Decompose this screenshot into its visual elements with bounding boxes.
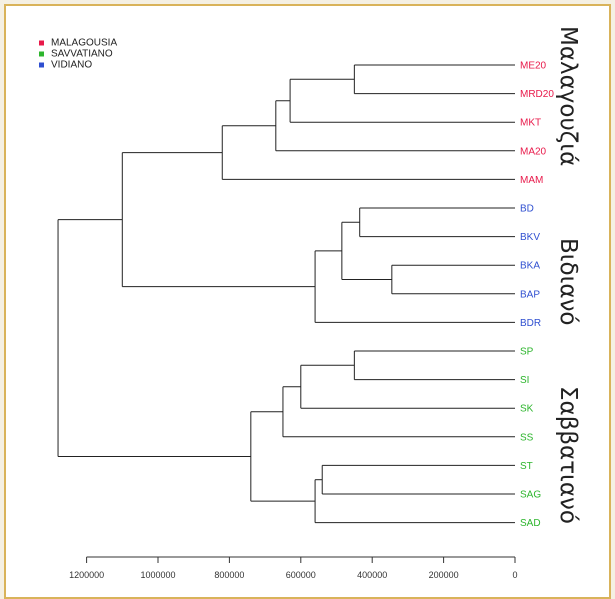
legend-label: SAVVATIANO <box>51 49 113 60</box>
leaf-label: ST <box>520 461 533 472</box>
axis-tick-label: 600000 <box>286 570 316 580</box>
axis-tick-label: 1000000 <box>140 570 175 580</box>
leaf-label: SI <box>520 375 529 386</box>
leaf-label: SS <box>520 432 534 443</box>
figure-frame <box>4 4 611 599</box>
group-label-savvatiano: Σαββατιανό <box>555 386 581 524</box>
leaf-label: SAG <box>520 490 541 501</box>
legend-swatch <box>39 51 44 57</box>
axis-tick-label: 0 <box>512 570 517 580</box>
legend-label: MALAGOUSIA <box>51 38 117 49</box>
axis-tick-label: 400000 <box>357 570 387 580</box>
leaf-label: SK <box>520 404 534 415</box>
legend-label: VIDIANO <box>51 60 92 71</box>
leaf-labels: ME20 MRD20 MKT MA20 MAM BD BKV BKA BAP BDR SP SI SK S… <box>520 61 554 530</box>
group-label-vidiano: Βιδιανό <box>555 238 581 326</box>
leaf-label: BKV <box>520 232 540 243</box>
group-label-malagouzia: Μαλαγουζιά <box>555 26 581 167</box>
leaf-label: MA20 <box>520 146 547 157</box>
leaf-label: ME20 <box>520 61 547 72</box>
axis-tick-label: 1200000 <box>69 570 104 580</box>
axis-tick-label: 200000 <box>429 570 459 580</box>
axis-tick-label: 800000 <box>214 570 244 580</box>
leaf-label: BDR <box>520 318 541 329</box>
leaf-label: MKT <box>520 118 541 129</box>
dendrogram-branches <box>57 64 515 524</box>
leaf-label: SP <box>520 347 534 358</box>
leaf-label: MAM <box>520 175 543 186</box>
leaf-label: BD <box>520 204 534 215</box>
legend-swatch <box>39 62 44 68</box>
leaf-label: BKA <box>520 261 540 272</box>
leaf-label: BAP <box>520 289 540 300</box>
leaf-label: SAD <box>520 518 541 529</box>
leaf-label: MRD20 <box>520 89 554 100</box>
x-axis: 1200000 1000000 800000 600000 400000 200000 0 <box>69 556 518 580</box>
legend-swatch <box>39 40 44 46</box>
